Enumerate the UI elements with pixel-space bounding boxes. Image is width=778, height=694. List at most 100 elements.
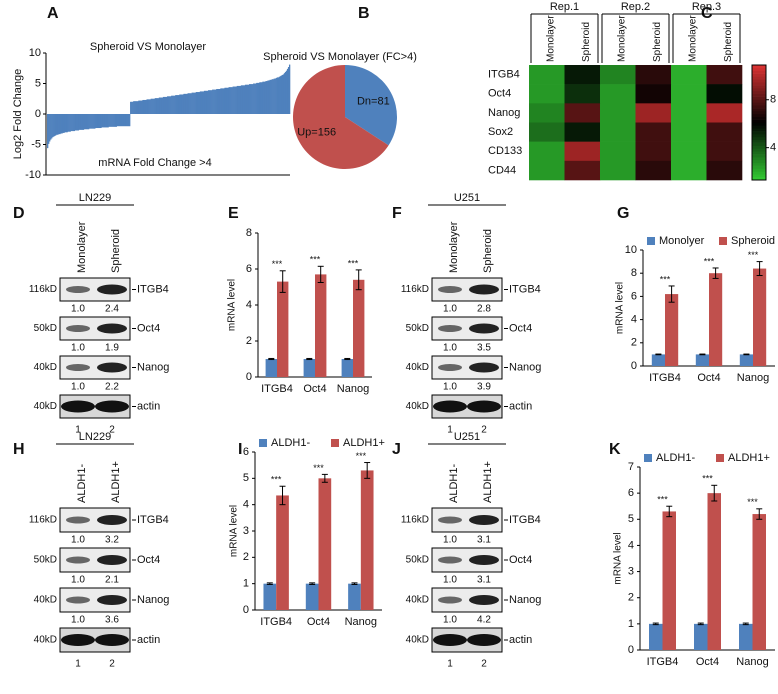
chart-title: Spheroid VS Monolayer (FC>4) xyxy=(263,51,417,63)
legend-label: ALDH1- xyxy=(656,452,695,464)
bar xyxy=(270,79,272,114)
bar xyxy=(269,79,271,114)
marker-label: 40kD xyxy=(406,635,429,646)
bar xyxy=(175,95,177,114)
colorbar-step xyxy=(752,105,766,109)
bar xyxy=(74,114,77,131)
colorbar-step xyxy=(752,70,766,74)
bar xyxy=(207,90,210,114)
bar xyxy=(240,85,243,114)
heat-cell xyxy=(671,103,707,123)
y-tick-label: 6 xyxy=(246,263,252,275)
bar xyxy=(97,114,99,129)
protein-label: actin xyxy=(509,400,532,412)
cell-line: LN229 xyxy=(79,192,111,204)
heat-cell xyxy=(564,141,601,162)
y-axis-label: Log2 Fold Change xyxy=(12,69,24,160)
x-tick-label: Nanog xyxy=(337,383,369,395)
y-tick-label: 2 xyxy=(631,337,637,349)
heat-cell xyxy=(600,141,636,162)
band xyxy=(469,362,499,373)
bar xyxy=(73,114,75,132)
bar xyxy=(105,114,107,128)
bar xyxy=(752,514,766,650)
bar xyxy=(232,86,234,114)
y-tick-label: 0 xyxy=(631,360,637,372)
bar xyxy=(283,73,286,114)
bar xyxy=(305,583,319,610)
colorbar-step xyxy=(752,108,766,112)
lane-number: 1 xyxy=(447,425,453,436)
bar xyxy=(75,114,78,131)
colorbar-frame xyxy=(751,64,767,181)
quant-label: 4.2 xyxy=(477,615,491,626)
bar xyxy=(79,114,82,130)
colorbar-step xyxy=(752,136,766,141)
colorbar-step xyxy=(752,177,766,181)
bar xyxy=(206,90,209,114)
bar xyxy=(67,114,69,132)
protein-label: Oct4 xyxy=(509,322,532,334)
heat-cell xyxy=(529,122,565,142)
band xyxy=(433,400,467,413)
bar xyxy=(280,75,283,114)
y-tick-label: 4 xyxy=(246,299,252,311)
annotation: mRNA Fold Change >4 xyxy=(98,157,211,169)
significance: *** xyxy=(702,474,713,484)
colorbar-step xyxy=(752,96,766,100)
bar xyxy=(122,114,125,127)
colorbar-step xyxy=(752,171,766,175)
column-label: Monolayer xyxy=(545,15,556,62)
band xyxy=(66,516,90,524)
y-tick-label: 3 xyxy=(243,525,249,537)
bar xyxy=(201,91,204,114)
bar xyxy=(115,114,118,127)
x-tick-label: ITGB4 xyxy=(260,616,292,628)
cell-line: U251 xyxy=(454,192,480,204)
quant-label: 2.2 xyxy=(105,382,119,393)
heat-cell xyxy=(600,65,636,85)
bar xyxy=(262,81,264,114)
bar xyxy=(56,114,58,135)
band xyxy=(467,400,501,413)
lane-number: 2 xyxy=(109,425,115,436)
bar xyxy=(281,74,284,114)
panel-letter: F xyxy=(392,205,402,222)
bar xyxy=(118,114,121,127)
bar xyxy=(141,100,143,114)
x-tick-label: ITGB4 xyxy=(649,372,681,384)
bar xyxy=(166,96,169,114)
bar xyxy=(180,94,182,114)
bar xyxy=(114,114,116,127)
bar xyxy=(665,294,679,366)
colorbar-step xyxy=(752,88,766,92)
bar xyxy=(49,114,51,142)
bar xyxy=(82,114,85,130)
heat-cell xyxy=(564,65,601,85)
quant-label: 1.0 xyxy=(71,304,85,315)
colorbar-step xyxy=(752,174,766,178)
colorbar-step xyxy=(752,122,766,126)
bar xyxy=(235,86,237,114)
column-label: Spheroid xyxy=(723,22,734,62)
panel-letter: J xyxy=(392,441,401,458)
bar xyxy=(142,99,144,114)
quant-label: 3.2 xyxy=(105,535,119,546)
bar xyxy=(134,101,136,114)
lane-number: 2 xyxy=(481,425,487,436)
bar xyxy=(106,114,108,128)
bar xyxy=(209,90,211,114)
band xyxy=(61,634,95,646)
quant-label: 1.0 xyxy=(443,575,457,586)
heat-cell xyxy=(600,103,636,123)
marker-label: 116kD xyxy=(29,284,57,295)
band xyxy=(438,596,462,604)
band xyxy=(97,515,127,525)
band xyxy=(66,286,90,293)
bar xyxy=(252,84,254,114)
y-tick-label: 4 xyxy=(628,539,634,551)
bar xyxy=(178,95,180,114)
column-label: Monolayer xyxy=(687,15,698,62)
bar xyxy=(172,95,174,114)
significance: *** xyxy=(313,463,324,473)
